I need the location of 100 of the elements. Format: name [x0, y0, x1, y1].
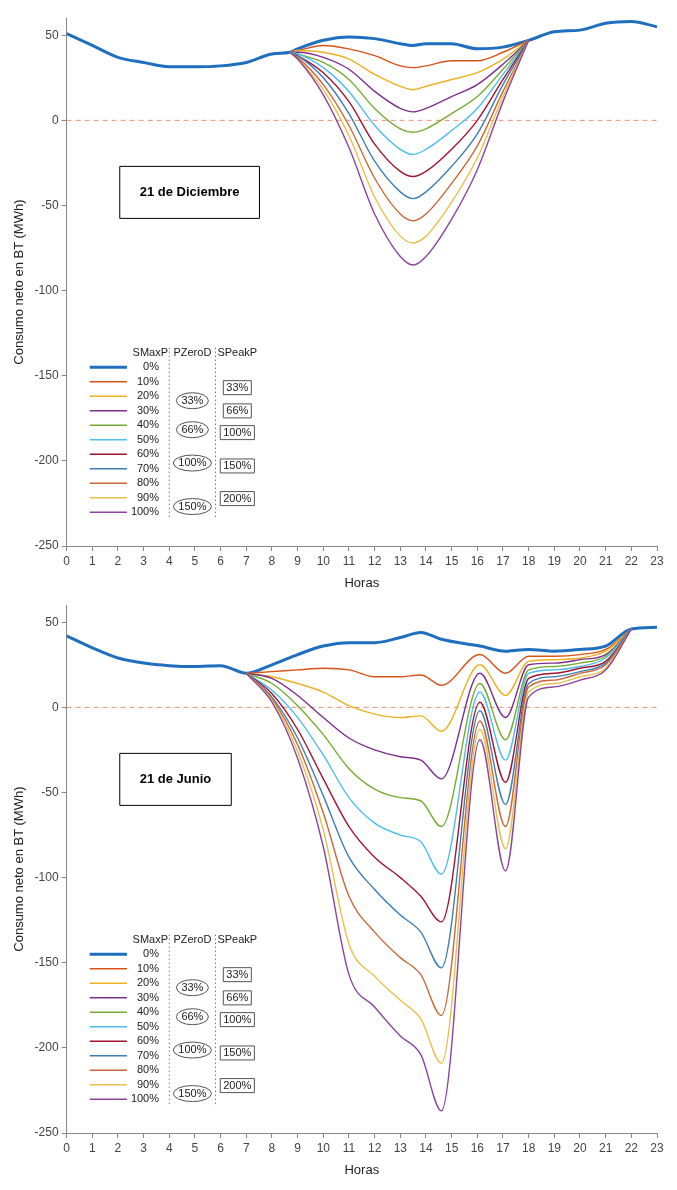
legend-label: 70%	[136, 461, 160, 474]
x-axis-title: Horas	[344, 1161, 380, 1177]
x-tick-label: 22	[624, 553, 639, 568]
y-tick-label: -200	[34, 453, 59, 468]
y-tick-label: -200	[34, 1040, 59, 1055]
x-tick-label: 19	[547, 1140, 562, 1155]
annotation: 200%	[223, 491, 252, 504]
x-tick-label: 15	[444, 1140, 459, 1155]
annotation: 100%	[223, 1012, 252, 1025]
legend-label: 20%	[136, 389, 160, 402]
y-tick-label: -250	[34, 1125, 59, 1140]
x-tick-label: 21	[598, 553, 613, 568]
y-tick-label: -50	[41, 784, 59, 799]
x-tick-label: 4	[165, 553, 173, 568]
annotation: 66%	[181, 1009, 204, 1022]
x-tick-label: 6	[217, 1140, 225, 1155]
y-tick-label: -50	[41, 197, 59, 212]
x-tick-label: 11	[342, 553, 356, 568]
x-tick-label: 3	[140, 553, 148, 568]
annotation: 33%	[226, 380, 249, 393]
y-tick-label: 50	[45, 27, 59, 42]
legend-label: 40%	[136, 418, 160, 431]
x-tick-label: 23	[650, 1140, 664, 1155]
x-tick-label: 16	[470, 553, 485, 568]
annotation: 33%	[181, 980, 204, 993]
x-tick-label: 20	[573, 1140, 587, 1155]
legend-label: 90%	[136, 1077, 160, 1090]
x-tick-label: 22	[624, 1140, 639, 1155]
legend-label: 60%	[136, 447, 160, 460]
x-tick-label: 17	[496, 1140, 510, 1155]
y-tick-label: 0	[51, 112, 59, 127]
legend-label: 50%	[136, 432, 160, 445]
x-tick-label: 9	[294, 553, 302, 568]
x-tick-label: 8	[268, 553, 276, 568]
legend-title: SMaxP	[132, 932, 169, 945]
legend-label: 30%	[136, 990, 160, 1003]
legend-label: 90%	[136, 490, 160, 503]
annotation: 33%	[226, 967, 249, 980]
x-tick-label: 7	[242, 553, 250, 568]
x-tick-label: 13	[393, 1140, 408, 1155]
legend-label: 60%	[136, 1034, 160, 1047]
y-tick-label: -100	[34, 282, 59, 297]
x-axis-title: Horas	[344, 574, 380, 590]
annotation: 33%	[181, 393, 204, 406]
x-tick-label: 20	[573, 553, 587, 568]
y-axis-title: Consumo neto en BT (MWh)	[11, 199, 27, 365]
x-tick-label: 14	[419, 553, 433, 568]
annotation: 150%	[223, 458, 252, 471]
x-tick-label: 12	[367, 553, 382, 568]
x-tick-label: 2	[114, 1140, 122, 1155]
annotation: 66%	[181, 422, 204, 435]
legend-label: 100%	[130, 1092, 160, 1105]
x-tick-label: 1	[88, 1140, 96, 1155]
annotation: PZeroD	[173, 345, 212, 358]
legend-label: 80%	[136, 476, 160, 489]
x-tick-label: 12	[367, 1140, 382, 1155]
legend-label: 0%	[143, 947, 160, 960]
annotation: 66%	[226, 403, 249, 416]
y-tick-label: -150	[34, 955, 59, 970]
y-tick-label: -250	[34, 538, 59, 553]
annotation: 21 de Junio	[139, 770, 212, 786]
x-tick-label: 23	[650, 553, 664, 568]
annotation: 100%	[178, 456, 207, 469]
x-tick-label: 6	[217, 553, 225, 568]
legend-label: 20%	[136, 976, 160, 989]
legend-label: 10%	[136, 961, 160, 974]
x-tick-label: 15	[444, 553, 459, 568]
annotation: 150%	[223, 1045, 252, 1058]
legend-label: 80%	[136, 1063, 160, 1076]
x-tick-label: 14	[419, 1140, 433, 1155]
x-tick-label: 1	[88, 553, 96, 568]
x-tick-label: 16	[470, 1140, 485, 1155]
x-tick-label: 10	[316, 553, 331, 568]
annotation: 150%	[178, 499, 207, 512]
annotation: 100%	[178, 1043, 207, 1056]
x-tick-label: 7	[242, 1140, 250, 1155]
x-tick-label: 4	[165, 1140, 173, 1155]
annotation: SPeakP	[217, 932, 258, 945]
y-tick-label: 50	[45, 614, 59, 629]
x-tick-label: 10	[316, 1140, 331, 1155]
annotation: PZeroD	[173, 932, 212, 945]
y-tick-label: -100	[34, 869, 59, 884]
legend-label: 50%	[136, 1019, 160, 1032]
legend-label: 100%	[130, 505, 160, 518]
legend-label: 70%	[136, 1048, 160, 1061]
y-tick-label: 0	[51, 699, 59, 714]
x-tick-label: 19	[547, 553, 562, 568]
x-tick-label: 5	[191, 553, 199, 568]
y-axis-title: Consumo neto en BT (MWh)	[11, 786, 27, 952]
annotation: 66%	[226, 990, 249, 1003]
x-tick-label: 17	[496, 553, 510, 568]
legend-label: 40%	[136, 1005, 160, 1018]
annotation: SPeakP	[217, 345, 258, 358]
legend-label: 30%	[136, 403, 160, 416]
y-tick-label: -150	[34, 368, 59, 383]
annotation: 21 de Diciembre	[139, 183, 240, 199]
legend-title: SMaxP	[132, 345, 169, 358]
x-tick-label: 0	[63, 1140, 71, 1155]
x-tick-label: 5	[191, 1140, 199, 1155]
x-tick-label: 18	[521, 1140, 536, 1155]
